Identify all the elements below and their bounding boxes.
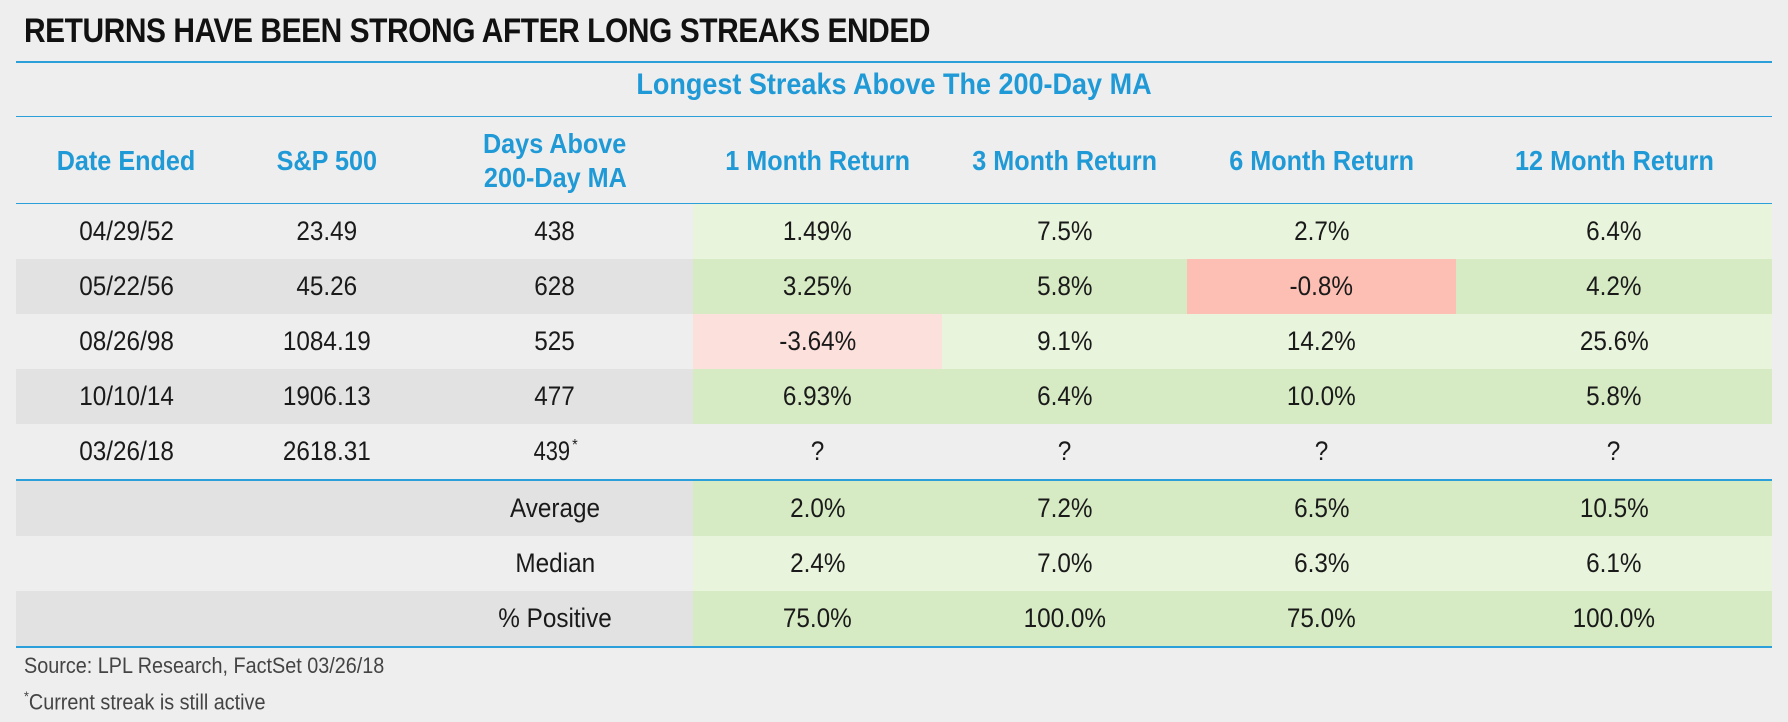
cell-6m: 6.3%: [1187, 536, 1456, 591]
summary-label: Average: [417, 479, 693, 536]
cell-12m: 4.2%: [1456, 259, 1772, 314]
cell-6m: 2.7%: [1187, 203, 1456, 259]
table-row: 08/26/98 1084.19 525 -3.64% 9.1% 14.2% 2…: [16, 314, 1772, 369]
table-row: 03/26/18 2618.31 439 * ? ? ? ?: [16, 424, 1772, 480]
cell-date: 10/10/14: [16, 369, 237, 424]
cell-12m: 6.4%: [1456, 203, 1772, 259]
cell-12m: 6.1%: [1456, 536, 1772, 591]
cell-6m: 14.2%: [1187, 314, 1456, 369]
cell-3m: ?: [1057, 436, 1072, 466]
cell-12m: 25.6%: [1456, 314, 1772, 369]
returns-table: Date Ended S&P 500 Days Above 200-Day MA …: [16, 118, 1772, 648]
cell-3m: 100.0%: [942, 591, 1187, 648]
col-header-3m: 3 Month Return: [942, 118, 1187, 204]
col-header-days: Days Above 200-Day MA: [417, 118, 693, 204]
cell-sp500: 2618.31: [237, 424, 417, 480]
cell-sp500: 1906.13: [237, 369, 417, 424]
footnote: *Current streak is still active: [24, 688, 266, 715]
cell-1m: 2.4%: [693, 536, 942, 591]
summary-row-median: Median 2.4% 7.0% 6.3% 6.1%: [16, 536, 1772, 591]
col-header-sp500: S&P 500: [237, 118, 417, 204]
footnotes: Source: LPL Research, FactSet 03/26/18 *…: [24, 650, 384, 717]
col-header-12m: 12 Month Return: [1456, 118, 1772, 204]
source-note: Source: LPL Research, FactSet 03/26/18: [24, 653, 385, 678]
cell-1m: 1.49%: [693, 203, 942, 259]
table-row: 04/29/52 23.49 438 1.49% 7.5% 2.7% 6.4%: [16, 203, 1772, 259]
cell-1m: 6.93%: [693, 369, 942, 424]
chart-title: RETURNS HAVE BEEN STRONG AFTER LONG STRE…: [24, 12, 931, 50]
cell-6m: 75.0%: [1187, 591, 1456, 648]
cell-days: 628: [417, 259, 693, 314]
cell-date: 03/26/18: [16, 424, 237, 480]
cell-6m: -0.8%: [1187, 259, 1456, 314]
cell-days: 477: [417, 369, 693, 424]
summary-label: Median: [417, 536, 693, 591]
footnote-marker: *: [572, 437, 579, 454]
cell-6m: ?: [1314, 436, 1329, 466]
cell-3m: 9.1%: [942, 314, 1187, 369]
cell-1m: -3.64%: [693, 314, 942, 369]
cell-3m: 5.8%: [942, 259, 1187, 314]
cell-date: 05/22/56: [16, 259, 237, 314]
title-rule: [16, 61, 1772, 63]
cell-1m: 2.0%: [693, 479, 942, 536]
cell-days: 438: [417, 203, 693, 259]
cell-12m: 10.5%: [1456, 479, 1772, 536]
table-row: 10/10/14 1906.13 477 6.93% 6.4% 10.0% 5.…: [16, 369, 1772, 424]
subtitle-rule: [16, 116, 1772, 117]
cell-days: 525: [417, 314, 693, 369]
table-subtitle: Longest Streaks Above The 200-Day MA: [636, 68, 1152, 101]
cell-3m: 7.2%: [942, 479, 1187, 536]
cell-3m: 7.5%: [942, 203, 1187, 259]
cell-6m: 10.0%: [1187, 369, 1456, 424]
table-row: 05/22/56 45.26 628 3.25% 5.8% -0.8% 4.2%: [16, 259, 1772, 314]
cell-3m: 7.0%: [942, 536, 1187, 591]
cell-sp500: 23.49: [237, 203, 417, 259]
header-row: Date Ended S&P 500 Days Above 200-Day MA …: [16, 118, 1772, 204]
col-header-6m: 6 Month Return: [1187, 118, 1456, 204]
col-header-date: Date Ended: [16, 118, 237, 204]
cell-date: 04/29/52: [16, 203, 237, 259]
cell-12m: ?: [1607, 436, 1621, 466]
cell-date: 08/26/98: [16, 314, 237, 369]
summary-row-average: Average 2.0% 7.2% 6.5% 10.5%: [16, 479, 1772, 536]
cell-1m: 75.0%: [693, 591, 942, 648]
cell-days: 439 *: [417, 424, 693, 480]
cell-1m: 3.25%: [693, 259, 942, 314]
summary-label: % Positive: [417, 591, 693, 648]
summary-row-positive: % Positive 75.0% 100.0% 75.0% 100.0%: [16, 591, 1772, 648]
cell-3m: 6.4%: [942, 369, 1187, 424]
cell-12m: 100.0%: [1456, 591, 1772, 648]
cell-sp500: 45.26: [237, 259, 417, 314]
cell-sp500: 1084.19: [237, 314, 417, 369]
col-header-1m: 1 Month Return: [693, 118, 942, 204]
cell-12m: 5.8%: [1456, 369, 1772, 424]
cell-1m: ?: [810, 436, 825, 466]
cell-6m: 6.5%: [1187, 479, 1456, 536]
